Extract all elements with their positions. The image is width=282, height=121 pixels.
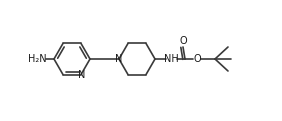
Text: NH: NH [164, 54, 179, 64]
Text: N: N [78, 70, 85, 80]
Text: O: O [193, 54, 201, 64]
Text: O: O [179, 36, 187, 46]
Text: H₂N: H₂N [28, 54, 46, 64]
Text: N: N [115, 54, 123, 64]
